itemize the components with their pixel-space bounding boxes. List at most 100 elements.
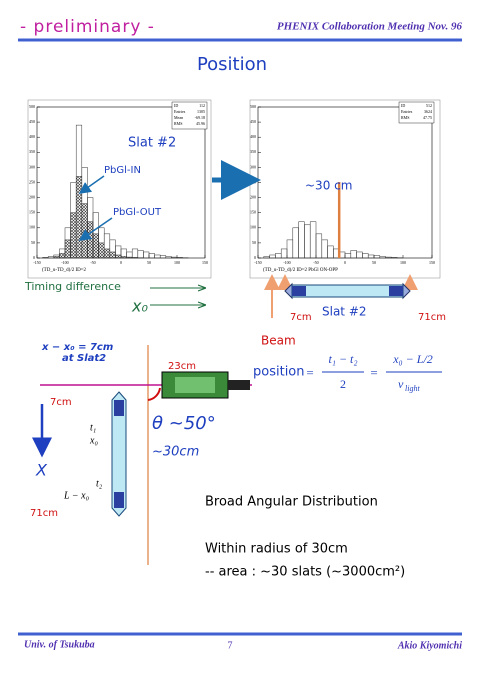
x-tick-label: 100: [174, 260, 180, 265]
numerator: x₀ − L/2: [392, 352, 433, 366]
formula-lhs: position: [253, 365, 305, 380]
angle-arc: [147, 387, 161, 401]
footer-left: Univ. of Tsukuba: [24, 639, 95, 650]
pmt: [292, 286, 306, 296]
note: -- area : ~30 slats (~3000cm²): [205, 565, 405, 580]
x-tick-label: -100: [61, 260, 68, 265]
bin: [321, 239, 328, 259]
y-tick-label: 50: [252, 240, 256, 245]
x-tick-label: -100: [283, 260, 290, 265]
x-tick-label: -50: [90, 260, 95, 265]
formula: position = t₁ − t₂ 2 = x₀ − L/2 v light: [253, 352, 442, 393]
bin: [148, 253, 155, 259]
bin: [373, 255, 381, 259]
stats-key: Mean: [174, 115, 183, 120]
hatched-bin: [103, 248, 111, 259]
pbgl-in: PbGl-IN: [104, 165, 141, 176]
y-tick-label: 0: [33, 255, 35, 260]
bin: [298, 221, 305, 259]
note: Broad Angular Distribution: [205, 495, 378, 510]
stats-value: 1305: [197, 109, 205, 114]
width-label: ~30 cm: [305, 179, 352, 193]
x-tick-label: 100: [400, 260, 406, 265]
y-tick-label: 500: [250, 104, 256, 109]
theta: θ ~50°: [152, 413, 216, 434]
y-tick-label: 200: [29, 195, 35, 200]
x-tick-label: 0: [344, 260, 346, 265]
x-tick-label: 150: [202, 260, 208, 265]
cm-label: 7cm: [290, 312, 312, 323]
cm-label: 71cm: [30, 508, 58, 519]
bin: [171, 256, 178, 259]
bin: [137, 250, 144, 259]
x-axis-label: (TD_u-TD_d)/2 ID=2: [42, 268, 87, 273]
t1: t₁: [90, 422, 96, 433]
l-x0: L − x₀: [63, 490, 90, 501]
x-tick-label: 50: [372, 260, 376, 265]
hatched-bin: [64, 239, 71, 259]
y-tick-label: 150: [250, 210, 256, 215]
hatched-bin: [131, 257, 139, 259]
stats-value: 47.75: [423, 115, 432, 120]
arrow: [78, 175, 105, 194]
bin: [292, 227, 299, 259]
bin: [367, 254, 375, 259]
bin: [315, 233, 323, 259]
x-tick-label: 150: [429, 260, 435, 265]
bin: [143, 251, 150, 259]
slat: [291, 284, 404, 298]
hatched-bin: [92, 233, 99, 259]
subscript: light: [405, 384, 420, 393]
slat-label: Slat #2: [128, 136, 176, 151]
hatched-bin: [75, 176, 83, 259]
denominator: v: [398, 377, 404, 391]
frame: [27, 99, 212, 279]
at-label: at Slat2: [62, 353, 106, 364]
x-tick-label: -150: [33, 260, 40, 265]
bin: [344, 253, 352, 259]
stats-box: [171, 101, 208, 130]
meeting: PHENIX Collaboration Meeting Nov. 96: [277, 21, 463, 33]
denominator: 2: [340, 377, 346, 391]
bin: [391, 257, 398, 259]
bin: [269, 254, 276, 259]
y-tick-label: 250: [29, 179, 35, 184]
pmt-inner: [175, 377, 215, 393]
bin: [309, 221, 317, 259]
bin: [159, 255, 167, 259]
pmt: [114, 400, 124, 416]
y-tick-label: 100: [29, 225, 35, 230]
stats-key: Entries: [401, 109, 413, 114]
hatched-bin: [87, 221, 94, 259]
hatched-bin: [109, 251, 116, 259]
x-tick-label: 0: [120, 260, 122, 265]
bin: [304, 224, 311, 259]
y-tick-label: 100: [250, 225, 256, 230]
plot-area: [36, 106, 206, 259]
bin: [263, 256, 270, 259]
hatched-bin: [53, 256, 60, 259]
equals: =: [306, 365, 313, 380]
y-tick-label: 50: [31, 240, 35, 245]
slide-title: Position: [197, 54, 267, 75]
preliminary: - preliminary -: [20, 17, 155, 37]
bin: [379, 256, 386, 259]
y-tick-label: 400: [250, 134, 256, 139]
stats-key: RMS: [401, 115, 409, 120]
arrow: [78, 217, 113, 241]
stats-value: 3624: [424, 109, 432, 114]
y-tick-label: 150: [29, 210, 35, 215]
y-tick-label: 400: [29, 134, 35, 139]
pbgl-out: PbGl-OUT: [113, 207, 162, 218]
stats-box: [398, 101, 435, 124]
y-tick-label: 500: [29, 104, 35, 109]
radius: ~30cm: [152, 445, 199, 460]
pmt: [114, 492, 124, 508]
bin: [42, 257, 49, 259]
x-tick-label: -50: [313, 260, 318, 265]
stats-key: ID: [174, 103, 178, 108]
x-tick-label: 50: [147, 260, 151, 265]
bin: [47, 256, 55, 259]
histogram-left: -150 -100 -50 0 50 100 150 0 50 100 150 200 250 300 35…: [27, 99, 212, 279]
